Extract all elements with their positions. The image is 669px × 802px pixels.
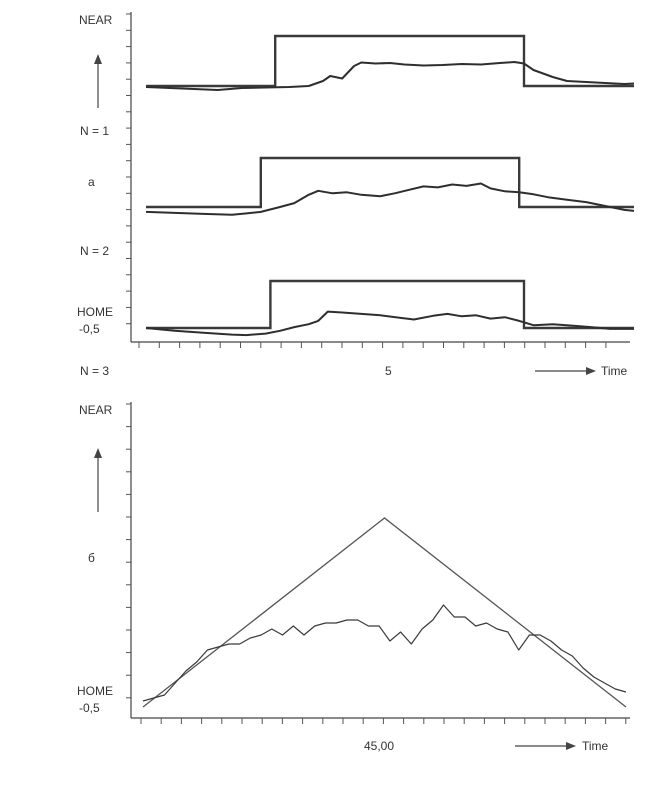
panel-b-y-bottom-value: -0,5 <box>79 701 100 715</box>
panel-b-traces <box>142 517 627 708</box>
panel-a-traces <box>145 34 635 337</box>
panel-a-near-label: NEAR <box>79 13 113 27</box>
panel-b: б NEAR HOME -0,5 45,00 Time <box>77 402 630 753</box>
panel-a-home-label: HOME <box>77 305 113 319</box>
panel-b-reference-triangle <box>142 517 627 708</box>
panel-a: a NEAR N = 1 N = 2 HOME -0,5 N = 3 5 Tim… <box>77 12 635 378</box>
panel-a-time-arrow-icon <box>586 367 596 375</box>
panel-a-center-tick-label: 5 <box>385 364 392 378</box>
panel-a-response-line-3 <box>145 310 634 337</box>
panel-b-x-axis-label: Time <box>582 739 609 753</box>
panel-a-response-line-2 <box>145 182 635 216</box>
panel-a-reference-step-1 <box>146 34 634 88</box>
panel-b-home-label: HOME <box>77 684 113 698</box>
panel-b-y-ticks <box>126 403 131 699</box>
panel-a-x-ticks <box>138 342 607 348</box>
panel-b-center-tick-label: 45,00 <box>364 739 394 753</box>
panel-a-reference-step-2 <box>146 156 634 209</box>
panel-a-x-axis-label: Time <box>601 364 628 378</box>
panel-b-near-label: NEAR <box>79 403 113 417</box>
panel-a-response-line-1 <box>145 61 635 91</box>
panel-a-y-bottom-value: -0,5 <box>79 322 100 336</box>
panel-a-reference-step-3 <box>146 279 634 330</box>
panel-a-trial-label-2: N = 2 <box>80 244 109 258</box>
panel-b-x-ticks <box>140 718 627 724</box>
panel-a-trial-label-1: N = 1 <box>80 124 109 138</box>
panel-b-label: б <box>88 551 95 565</box>
panel-b-response-line <box>142 604 627 702</box>
panel-a-label: a <box>88 175 95 189</box>
panel-b-time-arrow-icon <box>566 742 576 750</box>
panel-a-trial-label-3: N = 3 <box>80 364 109 378</box>
panel-a-up-arrow-icon <box>94 54 102 64</box>
panel-b-up-arrow-icon <box>94 448 102 458</box>
panel-a-y-ticks <box>126 13 131 325</box>
